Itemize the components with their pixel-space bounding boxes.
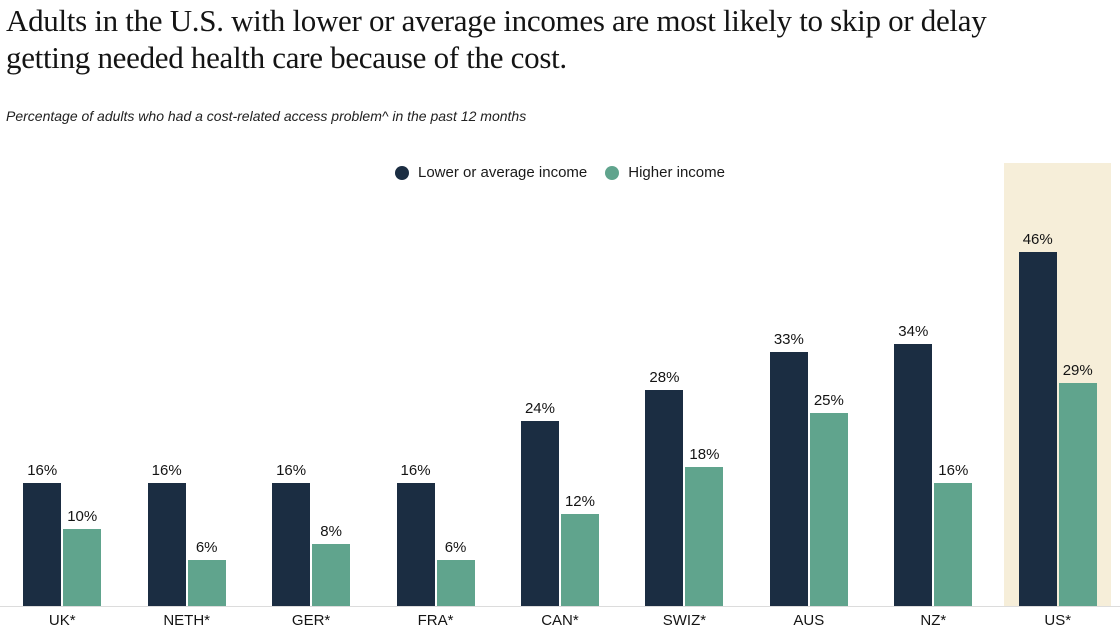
bar <box>1058 383 1097 606</box>
x-axis-category-label: NZ* <box>920 612 947 629</box>
bar <box>312 544 351 606</box>
x-axis-category-label: NETH* <box>163 612 210 629</box>
bar-column: 12% <box>560 493 599 606</box>
x-axis-line <box>0 606 1120 607</box>
bar-value-label: 12% <box>564 493 595 510</box>
chart-title-line2: getting needed health care because of th… <box>6 40 567 75</box>
bar <box>436 560 475 606</box>
bar <box>1018 252 1057 606</box>
legend-dot-teal-icon <box>605 165 620 180</box>
x-axis-category-label: UK* <box>48 612 76 629</box>
chart-title: Adults in the U.S. with lower or average… <box>6 2 1114 76</box>
bar <box>769 352 808 606</box>
bar-value-label: 24% <box>524 400 555 417</box>
bar-value-label: 16% <box>400 462 431 479</box>
legend-dot-navy-icon <box>395 165 409 180</box>
bar <box>934 483 973 606</box>
bar <box>147 483 186 606</box>
bar <box>396 483 435 606</box>
bar-column: 16% <box>147 462 186 606</box>
bar-column: 6% <box>187 539 226 606</box>
bar-group: 24% 12% <box>498 400 622 606</box>
bar-group: 16% 8% <box>249 462 373 606</box>
legend-label: Higher income <box>628 164 725 181</box>
bar-value-label: 16% <box>27 462 58 479</box>
bar-group: 16% 6% <box>373 462 497 606</box>
x-axis-category-label: SWIZ* <box>662 612 707 629</box>
bar-value-label: 33% <box>773 331 804 348</box>
bar-group: 34% 16% <box>871 323 995 606</box>
bar-column: 34% <box>894 323 933 606</box>
legend-item-higher-income: Higher income <box>605 164 725 181</box>
bar-column: 18% <box>685 446 724 606</box>
bar-value-label: 46% <box>1022 231 1053 248</box>
bar-value-label: 6% <box>195 539 218 556</box>
bar-column: 25% <box>809 392 848 606</box>
bar-column: 8% <box>312 523 351 606</box>
bar-chart: Lower or average income Higher income 16… <box>0 163 1120 629</box>
bar-value-label: 10% <box>67 508 98 525</box>
bar-group: 46% 29% <box>996 231 1120 606</box>
x-axis-category-label: AUS <box>793 612 825 629</box>
x-axis-category-label: US* <box>1044 612 1072 629</box>
bar-group: 33% 25% <box>747 331 871 606</box>
bar-value-label: 6% <box>444 539 467 556</box>
bar-column: 24% <box>520 400 559 606</box>
bar <box>894 344 933 606</box>
bar-value-label: 34% <box>898 323 929 340</box>
bar-value-label: 28% <box>649 369 680 386</box>
bar <box>809 413 848 606</box>
bar-value-label: 16% <box>938 462 969 479</box>
bar <box>63 529 102 606</box>
bar <box>685 467 724 606</box>
bar-group: 28% 18% <box>622 369 746 606</box>
bar <box>23 483 62 606</box>
bar-column: 46% <box>1018 231 1057 606</box>
bar-value-label: 16% <box>276 462 307 479</box>
bar <box>520 421 559 606</box>
bar-column: 10% <box>63 508 102 606</box>
bar-value-label: 16% <box>151 462 182 479</box>
bar-groups: 16% 10% 16% 6% 16% 8% 16% 6% 24% 12% 28% 18% 33% 25% 3… <box>0 231 1120 606</box>
bar-column: 16% <box>934 462 973 606</box>
bar <box>187 560 226 606</box>
legend: Lower or average income Higher income <box>0 164 1120 181</box>
bar-column: 16% <box>23 462 62 606</box>
bar-value-label: 25% <box>813 392 844 409</box>
x-axis-category-label: FRA* <box>417 612 454 629</box>
bar-column: 29% <box>1058 362 1097 606</box>
bar <box>560 514 599 606</box>
bar-group: 16% 10% <box>0 462 124 606</box>
bar-column: 16% <box>396 462 435 606</box>
bar <box>272 483 311 606</box>
bar-column: 33% <box>769 331 808 606</box>
bar <box>645 390 684 606</box>
chart-title-line1: Adults in the U.S. with lower or average… <box>6 3 987 38</box>
bar-column: 16% <box>272 462 311 606</box>
x-axis-category-label: CAN* <box>541 612 579 629</box>
legend-label: Lower or average income <box>418 164 588 181</box>
chart-subtitle: Percentage of adults who had a cost-rela… <box>6 108 527 124</box>
bar-value-label: 18% <box>689 446 720 463</box>
bar-group: 16% 6% <box>124 462 248 606</box>
bar-column: 6% <box>436 539 475 606</box>
bar-column: 28% <box>645 369 684 606</box>
x-axis-labels: UK* NETH* GER* FRA* CAN* SWIZ* AUS NZ* US* <box>0 612 1120 629</box>
bar-value-label: 29% <box>1062 362 1093 379</box>
legend-item-lower-average-income: Lower or average income <box>395 164 587 181</box>
x-axis-category-label: GER* <box>291 612 331 629</box>
bar-value-label: 8% <box>320 523 342 540</box>
